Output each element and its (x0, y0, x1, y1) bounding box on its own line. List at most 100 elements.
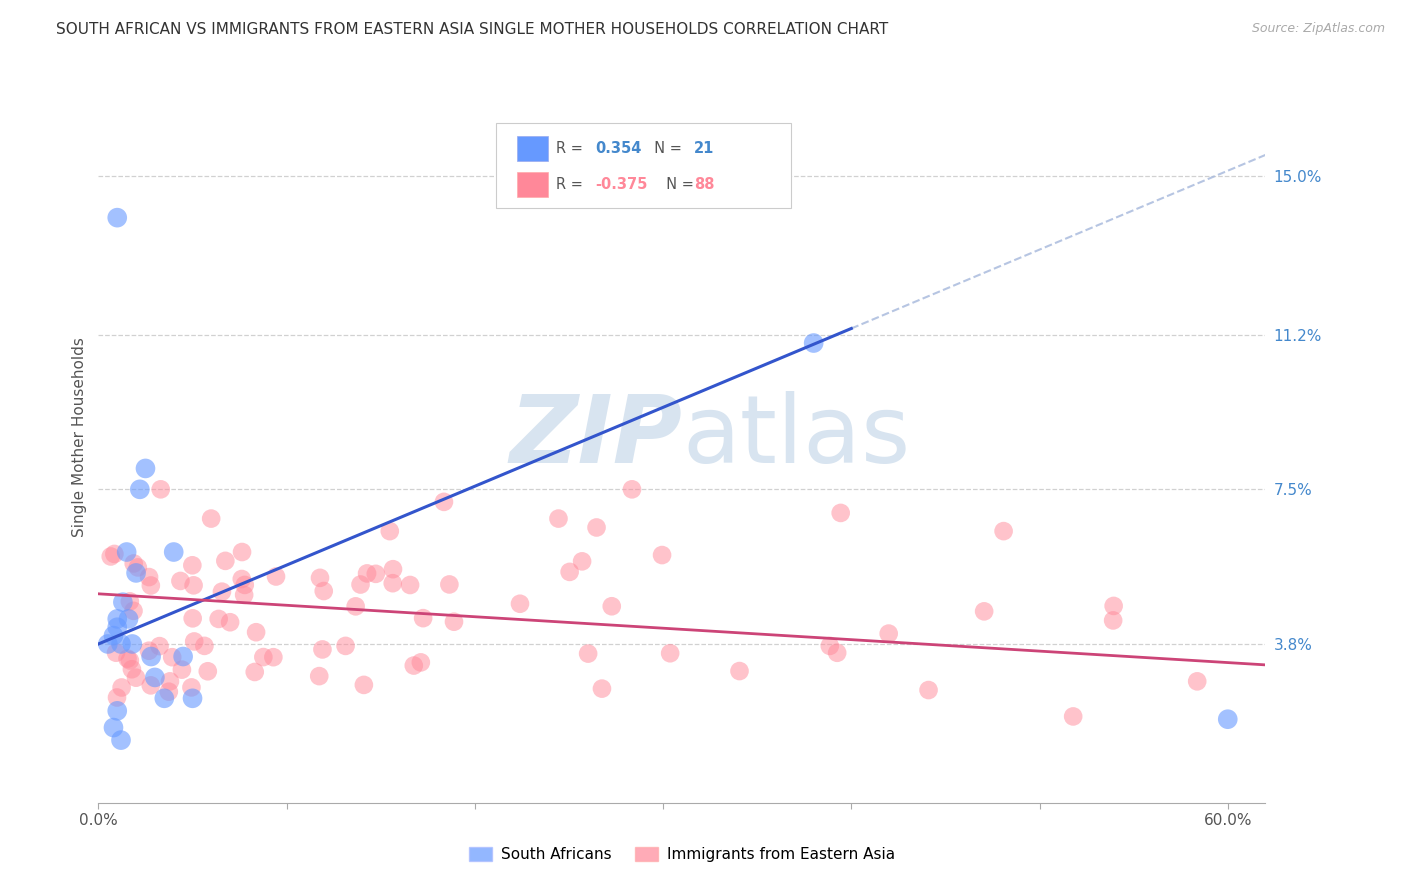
Point (558, 565, 581, 579)
Text: ZIP: ZIP (509, 391, 682, 483)
Point (157, 684, 180, 698)
Text: R =: R = (557, 141, 588, 156)
Point (409, 656, 432, 670)
Point (127, 560, 149, 574)
Point (169, 574, 191, 588)
Point (571, 554, 593, 568)
Point (117, 651, 139, 665)
Point (659, 646, 682, 660)
Point (110, 733, 132, 747)
Point (105, 646, 128, 660)
Point (115, 545, 138, 559)
Point (1102, 614, 1125, 628)
Point (100, 549, 122, 564)
Point (433, 495, 456, 509)
Point (233, 588, 256, 602)
Point (117, 612, 139, 626)
Point (170, 663, 193, 677)
Point (134, 461, 156, 475)
Point (443, 615, 465, 629)
Point (651, 548, 673, 562)
Point (122, 557, 145, 571)
Point (118, 594, 141, 608)
Point (219, 615, 242, 630)
Point (183, 634, 205, 648)
Point (349, 577, 371, 591)
Point (139, 678, 162, 692)
Point (149, 483, 172, 497)
Point (125, 566, 148, 580)
Text: N =: N = (657, 177, 699, 192)
Point (111, 681, 134, 695)
Point (1216, 712, 1239, 726)
Point (139, 649, 162, 664)
Point (308, 669, 330, 683)
Point (163, 545, 186, 559)
Point (311, 642, 333, 657)
Point (243, 665, 266, 679)
Point (877, 626, 900, 640)
Point (97, 637, 120, 651)
Y-axis label: Single Mother Households: Single Mother Households (72, 337, 87, 537)
Point (973, 604, 995, 618)
Point (402, 658, 425, 673)
Point (439, 577, 461, 591)
Text: 21: 21 (693, 141, 714, 156)
Point (509, 597, 531, 611)
Point (353, 678, 375, 692)
Point (309, 571, 332, 585)
Point (181, 691, 204, 706)
Point (211, 584, 233, 599)
Point (111, 595, 134, 609)
Point (214, 554, 236, 568)
Point (993, 524, 1015, 538)
Point (621, 483, 644, 497)
Text: -0.375: -0.375 (596, 177, 648, 192)
Point (160, 650, 183, 665)
Point (378, 524, 401, 538)
Text: Source: ZipAtlas.com: Source: ZipAtlas.com (1251, 22, 1385, 36)
Point (356, 566, 378, 581)
Point (103, 629, 125, 643)
Point (138, 644, 160, 658)
Point (344, 599, 367, 614)
Point (231, 545, 253, 559)
Point (547, 511, 569, 525)
Point (233, 578, 256, 592)
Point (382, 562, 405, 576)
Point (576, 647, 599, 661)
Point (121, 662, 143, 676)
Point (139, 578, 162, 592)
Point (143, 670, 166, 684)
Point (1062, 709, 1084, 723)
Point (181, 611, 204, 625)
Text: R =: R = (557, 177, 588, 192)
Point (245, 625, 267, 640)
Point (193, 639, 215, 653)
Point (110, 637, 132, 651)
Point (231, 572, 253, 586)
Point (1102, 599, 1125, 613)
Point (312, 584, 335, 599)
Point (818, 639, 841, 653)
Point (181, 558, 204, 573)
Point (128, 483, 150, 497)
Point (138, 570, 160, 584)
Point (118, 653, 141, 667)
Point (264, 569, 287, 583)
Point (335, 639, 357, 653)
Point (262, 650, 284, 665)
Point (825, 646, 848, 660)
Point (917, 683, 939, 698)
Point (183, 578, 205, 592)
Point (153, 691, 176, 706)
Point (381, 576, 404, 591)
Point (412, 611, 434, 625)
Point (125, 671, 148, 685)
Point (105, 211, 128, 225)
Point (591, 681, 613, 696)
Text: N =: N = (644, 141, 686, 156)
Legend: South Africans, Immigrants from Eastern Asia: South Africans, Immigrants from Eastern … (463, 840, 901, 868)
Point (172, 649, 194, 664)
Point (159, 674, 181, 689)
